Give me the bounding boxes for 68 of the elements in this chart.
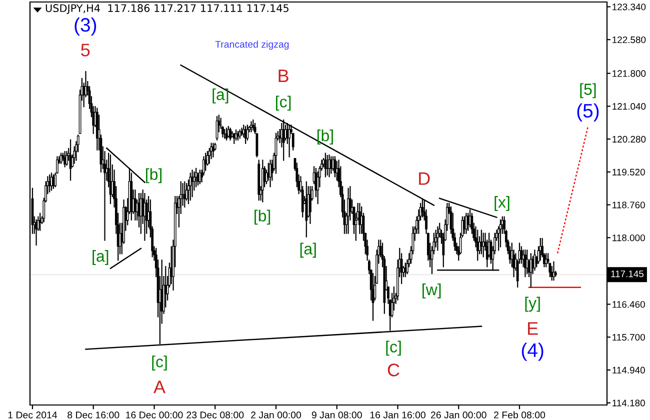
annotation: [b] [317,130,333,144]
candlestick [38,212,42,231]
candlestick [229,128,232,140]
annotation: [a] [212,88,228,104]
candlestick [227,126,230,138]
candlestick [324,152,327,178]
candlestick [269,160,272,188]
annotation: [c] [276,96,291,111]
annotation: [c] [386,340,401,356]
ref-line-label: 117.145 [611,270,644,278]
y-tick-label: 123.340 [612,4,646,10]
x-tick-label: 8 Dec 16:00 [68,412,120,418]
candlestick [309,186,312,224]
candlestick [465,212,468,234]
y-tick-label: 120.280 [612,136,646,143]
annotation: C [388,364,400,376]
annotation: A [153,380,166,394]
annotation: E [528,322,538,335]
candlestick [524,250,526,278]
x-tick-label: 26 Jan 00:00 [430,412,486,418]
annotation: B [278,70,288,82]
x-tick-label: 16 Jan 16:00 [370,412,426,418]
annotation: (3) [74,18,96,36]
annotation: [x] [494,196,510,211]
y-tick-label: 118.000 [612,234,645,242]
y-tick-label: 122.580 [612,36,646,44]
x-tick-label: 23 Dec 08:00 [186,412,244,418]
candlestick [552,261,555,281]
y-tick-label: 114.180 [612,400,645,406]
x-tick-label: 2 Jan 00:00 [251,412,302,418]
candlestick [520,246,523,264]
x-tick-label: 16 Dec 00:00 [126,412,183,418]
candlestick [282,119,285,161]
annotation: D [419,172,430,185]
candlestick [526,250,528,274]
candlestick [288,124,291,158]
annotation: [a] [300,242,316,258]
annotation: [c] [152,356,167,371]
candlestick [436,226,439,251]
y-tick-label: 118.760 [612,202,645,208]
annotation: (4) [522,342,544,361]
annotation: (5) [577,103,599,122]
y-tick-label: 115.700 [612,334,645,341]
candlestick [35,219,38,246]
candlestick [194,168,198,188]
y-tick-label: 121.040 [612,103,646,110]
x-tick-label: 9 Jan 08:00 [312,412,362,418]
annotation: [w] [422,284,441,298]
candlestick [66,151,68,166]
annotation: [y] [525,296,540,312]
y-tick-label: 121.800 [612,70,646,77]
y-tick-label: 116.460 [612,301,645,308]
x-tick-label: 2 Feb 08:00 [494,411,546,418]
candlestick [189,172,192,201]
annotation: [b] [254,210,270,225]
annotation: [b] [146,168,162,184]
annotation: [5] [580,83,596,98]
x-tick-label: 1 Dec 2014 [8,412,58,418]
y-tick-label: 114.940 [612,366,645,374]
candlestick [534,250,536,271]
candlestick [252,119,254,131]
annotation: Trancated zigzag [215,40,289,50]
chart-title: USDJPY,H4 117.186 117.217 117.111 117.145 [46,4,288,14]
candlestick [212,142,214,158]
annotation: [a] [92,250,108,265]
annotation: 5 [81,44,90,56]
candlestick [261,160,264,202]
y-tick-label: 119.520 [612,168,645,176]
